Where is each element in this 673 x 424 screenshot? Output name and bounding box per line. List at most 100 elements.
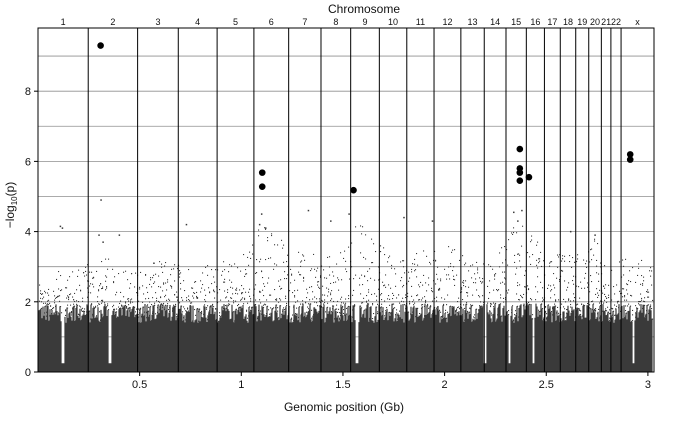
background-snp-point — [475, 278, 477, 280]
background-snp-point — [131, 273, 133, 275]
background-snp-point — [314, 301, 316, 303]
background-snp-point — [508, 289, 510, 291]
background-snp-point — [353, 289, 355, 291]
background-snp-point — [267, 240, 269, 242]
background-snp-point — [207, 305, 209, 307]
background-snp-point — [314, 296, 316, 298]
background-snp-point — [519, 299, 521, 301]
background-snp-point — [166, 289, 168, 291]
background-snp-point — [143, 293, 145, 295]
background-snp-point — [286, 304, 288, 306]
background-snp-point — [467, 312, 469, 314]
background-snp-point — [574, 297, 576, 299]
background-snp-point — [431, 287, 433, 289]
background-snp-point — [596, 272, 598, 274]
background-snp-point — [489, 292, 491, 294]
background-snp-point — [411, 271, 413, 273]
background-snp-point — [316, 270, 318, 272]
background-snp-point — [223, 261, 225, 263]
background-snp-point — [570, 306, 572, 308]
background-snp-point — [425, 282, 427, 284]
background-snp-point — [532, 254, 534, 256]
background-snp-point — [273, 268, 275, 270]
background-snp-point — [626, 283, 628, 285]
background-snp-point — [573, 300, 575, 302]
background-snp-point — [256, 259, 258, 261]
background-snp-point — [352, 294, 354, 296]
background-snp-point — [156, 300, 158, 302]
background-snp-point — [479, 296, 481, 298]
background-snp-point — [337, 311, 339, 313]
background-snp-point — [549, 265, 551, 267]
background-snp-point — [106, 287, 108, 289]
background-snp-point — [126, 306, 128, 308]
background-snp-point — [113, 282, 115, 284]
background-snp-point — [118, 273, 120, 275]
background-snp-point — [411, 285, 413, 287]
background-snp-point — [179, 276, 181, 278]
background-snp-point — [605, 308, 607, 310]
background-snp-point — [448, 266, 450, 268]
x-axis-title: Genomic position (Gb) — [284, 400, 404, 414]
background-snp-point — [477, 267, 479, 269]
background-snp-point — [68, 296, 70, 298]
background-snp-point — [42, 298, 44, 300]
background-snp-point — [173, 304, 175, 306]
background-snp-point — [504, 246, 506, 248]
background-snp-point — [317, 267, 319, 269]
background-snp-point — [316, 302, 318, 304]
background-snp-point — [47, 292, 49, 294]
background-snp-point — [400, 261, 402, 263]
background-snp-point — [522, 297, 524, 299]
background-snp-point — [193, 297, 195, 299]
background-snp-point — [459, 308, 461, 310]
background-snp-point — [341, 302, 343, 304]
background-snp-point — [176, 296, 178, 298]
background-snp-point — [233, 300, 235, 302]
background-snp-point — [139, 288, 141, 290]
background-snp-point — [165, 294, 167, 296]
background-snp-point — [310, 270, 312, 272]
background-snp-point — [249, 295, 251, 297]
background-snp-point — [281, 287, 283, 289]
background-snp-point — [387, 298, 389, 300]
background-snp-point — [196, 295, 198, 297]
background-snp-point — [211, 283, 213, 285]
background-snp-point — [329, 274, 331, 276]
background-snp-point — [227, 289, 229, 291]
background-snp-point — [72, 296, 74, 298]
background-snp-point — [540, 251, 542, 253]
background-snp-point — [418, 284, 420, 286]
background-snp-point — [453, 278, 455, 280]
background-snp-point — [317, 281, 319, 283]
background-snp-point — [165, 282, 167, 284]
background-snp-point — [641, 297, 643, 299]
background-snp-point — [491, 303, 493, 305]
background-snp-point — [447, 311, 449, 313]
background-snp-point — [604, 287, 606, 289]
background-snp-point — [385, 274, 387, 276]
background-snp-point — [151, 286, 153, 288]
background-snp-point — [341, 279, 343, 281]
background-snp-point — [150, 277, 152, 279]
background-snp-point — [426, 290, 428, 292]
background-snp-point — [441, 297, 443, 299]
background-snp-point — [492, 268, 494, 270]
chromosome-label: 15 — [511, 17, 521, 27]
background-snp-point — [594, 240, 596, 242]
background-snp-point — [264, 227, 266, 229]
background-snp-point — [451, 251, 453, 253]
background-snp-point — [166, 299, 168, 301]
background-snp-point — [67, 279, 69, 281]
background-snp-point — [283, 244, 285, 246]
background-snp-point — [630, 305, 632, 307]
background-snp-point — [522, 225, 524, 227]
background-snp-point — [516, 232, 518, 234]
background-snp-point — [165, 262, 167, 264]
background-snp-point — [389, 255, 391, 257]
background-snp-point — [579, 297, 581, 299]
background-snp-point — [302, 254, 304, 256]
background-snp-point — [434, 297, 436, 299]
background-snp-point — [550, 261, 552, 263]
